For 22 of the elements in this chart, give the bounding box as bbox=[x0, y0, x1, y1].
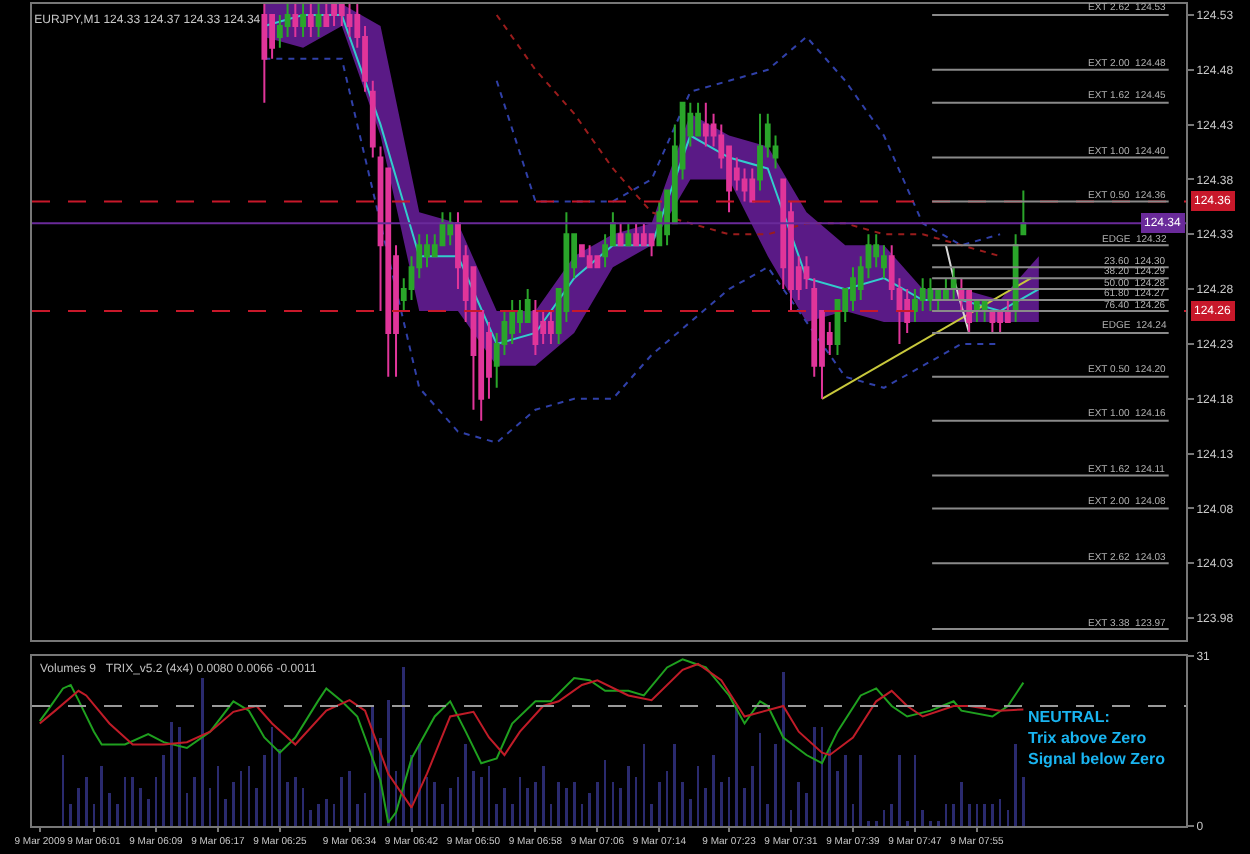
candlestick bbox=[757, 112, 763, 192]
candlestick bbox=[617, 222, 624, 247]
candlestick bbox=[331, 4, 337, 27]
candlestick bbox=[633, 222, 639, 247]
candlestick bbox=[548, 310, 554, 345]
candlestick bbox=[315, 4, 322, 38]
candlestick bbox=[586, 244, 593, 269]
candlestick bbox=[369, 79, 376, 159]
candlestick bbox=[307, 4, 314, 38]
candlestick bbox=[749, 167, 756, 203]
candlestick bbox=[989, 310, 996, 334]
candlestick bbox=[447, 211, 454, 247]
candlestick bbox=[292, 4, 299, 38]
candlestick bbox=[950, 266, 957, 302]
candlestick bbox=[323, 4, 330, 27]
candlestick bbox=[625, 222, 632, 247]
candlestick bbox=[261, 4, 268, 104]
candlestick bbox=[702, 101, 709, 148]
candlestick bbox=[927, 277, 934, 313]
candlestick bbox=[532, 299, 539, 356]
candlestick bbox=[300, 4, 306, 38]
annotation: NEUTRAL: Trix above Zero Signal below Zero bbox=[1028, 708, 1166, 768]
